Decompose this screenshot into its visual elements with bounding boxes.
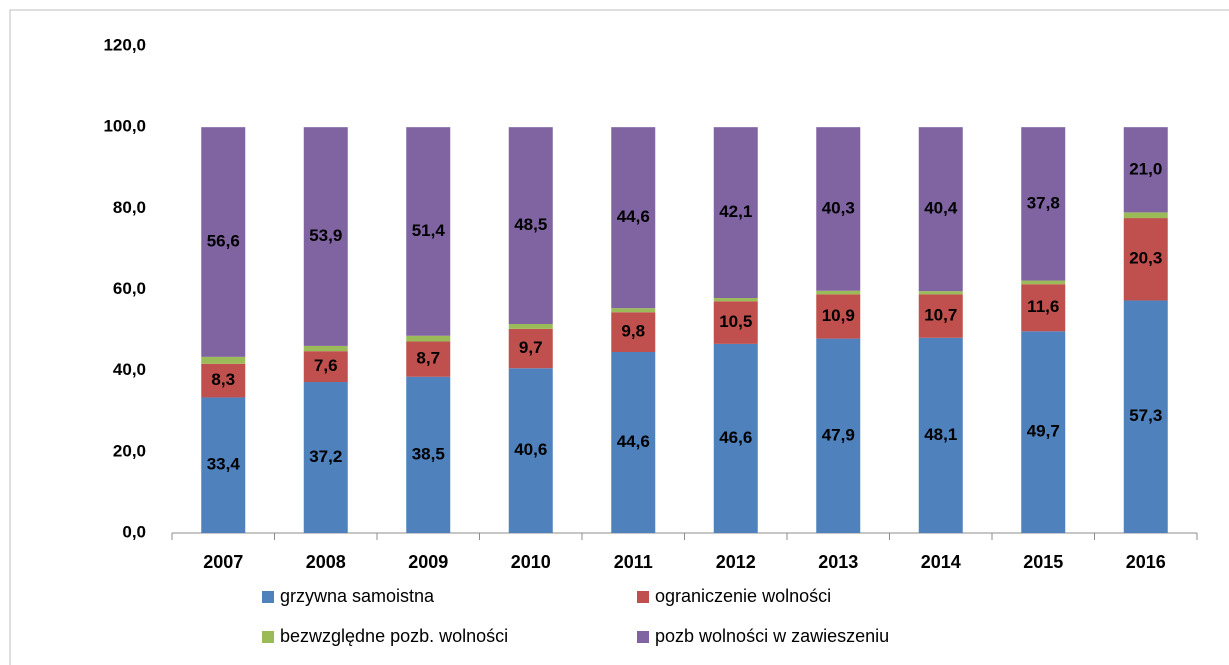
bar-segment bbox=[918, 337, 963, 533]
bar-segment bbox=[713, 343, 758, 533]
y-tick-label: 0,0 bbox=[122, 522, 146, 541]
bar-segment bbox=[816, 290, 861, 295]
y-tick-label: 40,0 bbox=[113, 360, 146, 379]
bar-segment bbox=[201, 356, 246, 364]
bar-segment bbox=[1021, 280, 1066, 285]
data-label: 46,6 bbox=[719, 428, 752, 447]
legend-label: grzywna samoistna bbox=[280, 586, 435, 606]
data-label: 9,8 bbox=[621, 322, 645, 341]
x-tick-label: 2009 bbox=[408, 552, 448, 572]
data-label: 33,4 bbox=[207, 455, 241, 474]
bar-segment bbox=[918, 291, 963, 295]
data-label: 7,6 bbox=[314, 356, 338, 375]
bar-segment bbox=[1123, 218, 1168, 301]
data-label: 20,3 bbox=[1129, 249, 1162, 268]
legend-label: ograniczenie wolności bbox=[655, 586, 831, 606]
data-label: 42,1 bbox=[719, 202, 752, 221]
data-label: 49,7 bbox=[1027, 422, 1060, 441]
x-tick-label: 2011 bbox=[614, 552, 653, 572]
data-label: 8,7 bbox=[416, 349, 440, 368]
bar-segment bbox=[303, 382, 348, 533]
bar-segment bbox=[611, 351, 656, 533]
y-tick-label: 20,0 bbox=[113, 441, 146, 460]
x-tick-label: 2013 bbox=[818, 552, 858, 572]
data-label: 37,2 bbox=[309, 447, 342, 466]
bar-segment bbox=[611, 308, 656, 313]
data-label: 37,8 bbox=[1027, 193, 1060, 212]
bar-segment bbox=[303, 351, 348, 383]
bar-segment bbox=[1021, 331, 1066, 533]
bar-segment bbox=[1021, 127, 1066, 281]
bar-segment bbox=[303, 127, 348, 346]
data-label: 10,9 bbox=[822, 306, 855, 325]
bar-segment bbox=[406, 127, 451, 336]
data-label: 38,5 bbox=[412, 444, 445, 463]
bar-segment bbox=[406, 335, 451, 342]
x-tick-label: 2008 bbox=[306, 552, 346, 572]
bar-segment bbox=[201, 127, 246, 357]
y-tick-label: 120,0 bbox=[103, 35, 146, 54]
x-tick-label: 2016 bbox=[1126, 552, 1166, 572]
x-tick-label: 2012 bbox=[716, 552, 756, 572]
data-label: 11,6 bbox=[1027, 297, 1059, 316]
bar-segment bbox=[508, 328, 553, 369]
bar-segment bbox=[1123, 127, 1168, 213]
bar-segment bbox=[508, 127, 553, 324]
data-label: 8,3 bbox=[211, 370, 235, 389]
data-label: 53,9 bbox=[309, 226, 342, 245]
bar-segment bbox=[611, 127, 656, 309]
x-tick-label: 2010 bbox=[511, 552, 551, 572]
data-label: 51,4 bbox=[412, 221, 446, 240]
bar-segment bbox=[1021, 284, 1066, 332]
data-label: 40,6 bbox=[514, 440, 547, 459]
bar-segment bbox=[816, 127, 861, 291]
bar-segment bbox=[508, 323, 553, 329]
legend-swatch bbox=[262, 631, 274, 643]
legend-swatch bbox=[262, 591, 274, 603]
x-tick-label: 2007 bbox=[203, 552, 243, 572]
chart-frame bbox=[9, 9, 1229, 665]
data-label: 44,6 bbox=[617, 432, 650, 451]
data-label: 44,6 bbox=[617, 207, 650, 226]
legend-swatch bbox=[637, 591, 649, 603]
legend-swatch bbox=[637, 631, 649, 643]
bar-segment bbox=[201, 363, 246, 398]
bar-segment bbox=[406, 376, 451, 533]
x-tick-label: 2014 bbox=[921, 552, 961, 572]
data-label: 21,0 bbox=[1129, 159, 1162, 178]
bar-segment bbox=[1123, 212, 1168, 219]
bar-segment bbox=[1123, 300, 1168, 533]
bar-segment bbox=[713, 127, 758, 299]
data-label: 10,5 bbox=[719, 312, 752, 331]
bar-segment bbox=[918, 127, 963, 292]
data-label: 9,7 bbox=[519, 338, 543, 357]
data-label: 57,3 bbox=[1129, 406, 1162, 425]
data-label: 47,9 bbox=[822, 425, 855, 444]
legend-label: bezwzględne pozb. wolności bbox=[280, 626, 508, 646]
data-label: 56,6 bbox=[207, 232, 240, 251]
bar-segment bbox=[816, 294, 861, 339]
bar-segment bbox=[611, 312, 656, 352]
bar-segment bbox=[816, 338, 861, 533]
y-tick-label: 80,0 bbox=[113, 198, 146, 217]
bar-segment bbox=[508, 368, 553, 533]
bar-segment bbox=[713, 301, 758, 344]
data-label: 10,7 bbox=[924, 306, 957, 325]
bar-segment bbox=[406, 341, 451, 377]
bar-segment bbox=[201, 397, 246, 533]
data-label: 48,1 bbox=[924, 425, 957, 444]
data-label: 48,5 bbox=[514, 215, 547, 234]
legend-label: pozb wolności w zawieszeniu bbox=[655, 626, 889, 646]
bar-segment bbox=[713, 298, 758, 302]
data-label: 40,3 bbox=[822, 198, 855, 217]
x-tick-label: 2015 bbox=[1023, 552, 1063, 572]
bar-segment bbox=[918, 294, 963, 338]
bar-segment bbox=[303, 345, 348, 352]
data-label: 40,4 bbox=[924, 199, 958, 218]
y-tick-label: 100,0 bbox=[103, 117, 146, 136]
y-tick-label: 60,0 bbox=[113, 279, 146, 298]
